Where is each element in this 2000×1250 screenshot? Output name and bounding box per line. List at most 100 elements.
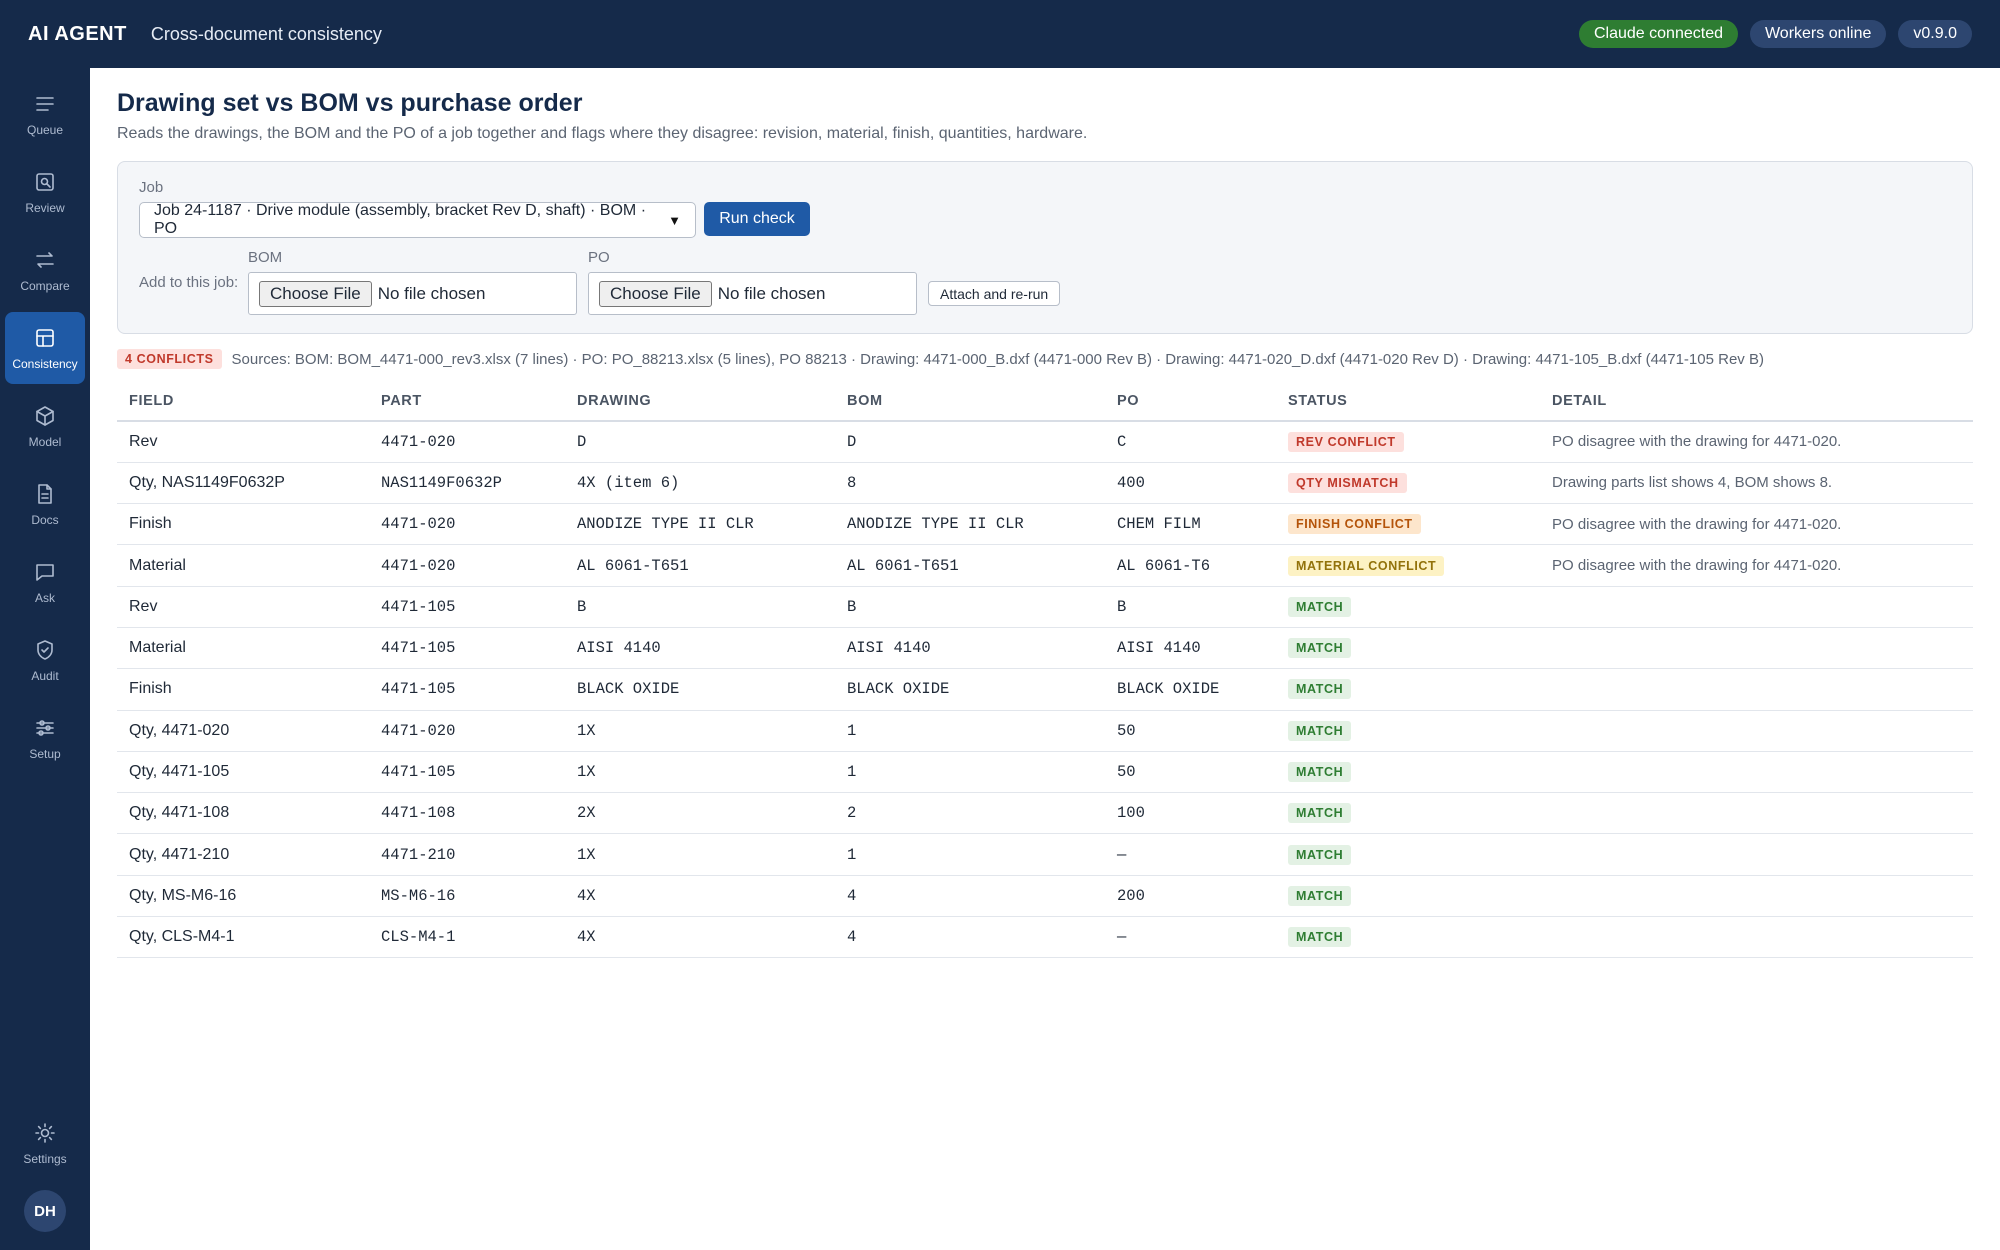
po-file-input[interactable]: Choose File No file chosen [588, 272, 917, 315]
cell-status: MATCH [1276, 586, 1540, 628]
cell-detail [1540, 792, 1973, 835]
table-body: Rev 4471-020 D D C REV CONFLICT PO disagree wi… [117, 421, 1973, 959]
table-row[interactable]: Qty, MS-M6-16 MS-M6-16 4X 4 200 MATCH [117, 875, 1973, 918]
table-row[interactable]: Rev 4471-020 D D C REV CONFLICT PO disagree wi… [117, 421, 1973, 463]
po-file-status: No file chosen [717, 283, 826, 303]
table-row[interactable]: Finish 4471-105 BLACK OXIDE BLACK OXIDE BLAC… [117, 668, 1973, 711]
job-select[interactable]: Job 24-1187 · Drive module (assembly, br… [139, 202, 696, 238]
sidebar-item-label: Model [28, 434, 62, 449]
cell-detail [1540, 586, 1973, 628]
cell-drawing: ANODIZE TYPE II CLR [565, 503, 835, 546]
sidebar-item-ask[interactable]: Ask [5, 546, 85, 618]
bom-label: BOM [248, 249, 283, 266]
cell-detail: Drawing parts list shows 4, BOM shows 8. [1540, 462, 1973, 505]
sidebar-item-review[interactable]: Review [5, 156, 85, 228]
cell-field: Material [117, 544, 369, 587]
cell-po: C [1105, 421, 1276, 463]
bom-file-status: No file chosen [377, 283, 486, 303]
cell-field: Qty, NAS1149F0632P [117, 462, 369, 505]
table-row[interactable]: Material 4471-105 AISI 4140 AISI 4140 AISI 4… [117, 627, 1973, 670]
cell-field: Finish [117, 668, 369, 711]
version-badge: v0.9.0 [1898, 20, 1972, 48]
cell-status: MATCH [1276, 668, 1540, 711]
claude-status-badge: Claude connected [1579, 20, 1738, 48]
attach-rerun-button[interactable]: Attach and re-run [928, 281, 1061, 306]
cell-field: Rev [117, 586, 369, 628]
table-header-row: FIELD PART DRAWING BOM PO STATUS DETAIL [117, 382, 1973, 422]
cell-drawing: BLACK OXIDE [565, 668, 835, 711]
cell-detail: PO disagree with the drawing for 4471-02… [1540, 544, 1973, 587]
menu-icon [36, 96, 54, 111]
sidebar-item-settings[interactable]: Settings [5, 1107, 85, 1179]
cell-po: — [1105, 833, 1276, 876]
cell-bom: 4 [835, 875, 1105, 918]
column-header-part[interactable]: PART [369, 382, 565, 422]
cell-part: 4471-020 [369, 503, 565, 546]
cell-part: 4471-020 [369, 421, 565, 463]
table-row[interactable]: Qty, 4471-210 4471-210 1X 1— MATCH [117, 833, 1973, 876]
cell-field: Rev [117, 421, 369, 463]
cell-part: 4471-020 [369, 710, 565, 752]
sidebar-item-compare[interactable]: Compare [5, 234, 85, 306]
sidebar-item-queue[interactable]: Queue [5, 78, 85, 150]
app-title: Cross-document consistency [150, 23, 382, 44]
cell-field: Qty, CLS-M4-1 [117, 916, 369, 959]
cell-field: Qty, 4471-105 [117, 751, 369, 794]
bom-file-input[interactable]: Choose File No file chosen [248, 272, 577, 315]
table-row[interactable]: Finish 4471-020 ANODIZE TYPE II CLR ANODIZE… [117, 503, 1973, 546]
po-choose-file-button[interactable]: Choose File [599, 280, 712, 307]
cell-po: BLACK OXIDE [1105, 668, 1276, 711]
cell-status: MATCH [1276, 875, 1540, 918]
sidebar-item-audit[interactable]: Audit [5, 624, 85, 696]
status-badge: FINISH CONFLICT [1288, 514, 1421, 535]
sidebar-item-docs[interactable]: Docs [5, 468, 85, 540]
cell-status: REV CONFLICT [1276, 421, 1540, 463]
status-badge: REV CONFLICT [1288, 431, 1404, 452]
table-row[interactable]: Qty, 4471-020 4471-020 1X 1 50 MATCH [117, 710, 1973, 752]
column-header-field[interactable]: FIELD [117, 382, 369, 422]
cell-part: CLS-M4-1 [369, 916, 565, 959]
cell-po: AISI 4140 [1105, 627, 1276, 670]
column-header-po[interactable]: PO [1105, 382, 1276, 422]
table-row[interactable]: Qty, 4471-105 4471-105 1X 1 50 MATCH [117, 751, 1973, 794]
sources-text: Sources: BOM: BOM_4471-000_rev3.xlsx (7 … [231, 350, 1764, 368]
table-row[interactable]: Qty, CLS-M4-1 CLS-M4-1 4X 4— MATCH [117, 916, 1973, 959]
column-header-detail[interactable]: DETAIL [1540, 382, 1973, 422]
sidebar-item-model[interactable]: Model [5, 390, 85, 462]
status-badge: MATCH [1288, 885, 1352, 906]
column-header-bom[interactable]: BOM [835, 382, 1105, 422]
summary-bar: 4 CONFLICTS Sources: BOM: BOM_4471-000_r… [117, 349, 1973, 369]
table-row[interactable]: Qty, 4471-108 4471-108 2X 2 100 MATCH [117, 792, 1973, 835]
cell-bom: 1 [835, 751, 1105, 794]
cell-detail [1540, 916, 1973, 959]
table-row[interactable]: Material 4471-020 AL 6061-T651 AL 6061-T651… [117, 544, 1973, 587]
sidebar-item-consistency[interactable]: Consistency [5, 312, 85, 384]
consistency-table: FIELD PART DRAWING BOM PO STATUS DETAIL … [117, 382, 1973, 959]
bom-choose-file-button[interactable]: Choose File [259, 280, 372, 307]
cell-drawing: 1X [565, 751, 835, 794]
cell-part: 4471-105 [369, 586, 565, 628]
avatar[interactable]: DH [24, 1190, 66, 1232]
cell-po: 400 [1105, 462, 1276, 505]
sun-gear-icon [35, 1122, 55, 1143]
table-row[interactable]: Rev 4471-105 B B B MATCH [117, 586, 1973, 628]
cell-drawing: AISI 4140 [565, 627, 835, 670]
cell-status: QTY MISMATCH [1276, 462, 1540, 505]
cell-part: NAS1149F0632P [369, 462, 565, 505]
cell-po: 200 [1105, 875, 1276, 918]
sidebar-item-label: Consistency [12, 356, 78, 371]
column-header-drawing[interactable]: DRAWING [565, 382, 835, 422]
cell-drawing: 1X [565, 710, 835, 752]
table-icon [36, 328, 54, 347]
run-check-button[interactable]: Run check [704, 202, 810, 236]
cell-detail [1540, 668, 1973, 711]
cell-po: AL 6061-T6 [1105, 544, 1276, 587]
cell-status: MATCH [1276, 710, 1540, 752]
sidebar-item-setup[interactable]: Setup [5, 702, 85, 774]
chevron-down-icon: ▼ [668, 212, 681, 228]
sidebar-item-label: Ask [34, 590, 55, 605]
column-header-status[interactable]: STATUS [1276, 382, 1540, 422]
table-row[interactable]: Qty, NAS1149F0632P NAS1149F0632P 4X (item … [117, 462, 1973, 505]
cell-detail [1540, 875, 1973, 918]
sidebar-item-label: Queue [26, 122, 64, 137]
